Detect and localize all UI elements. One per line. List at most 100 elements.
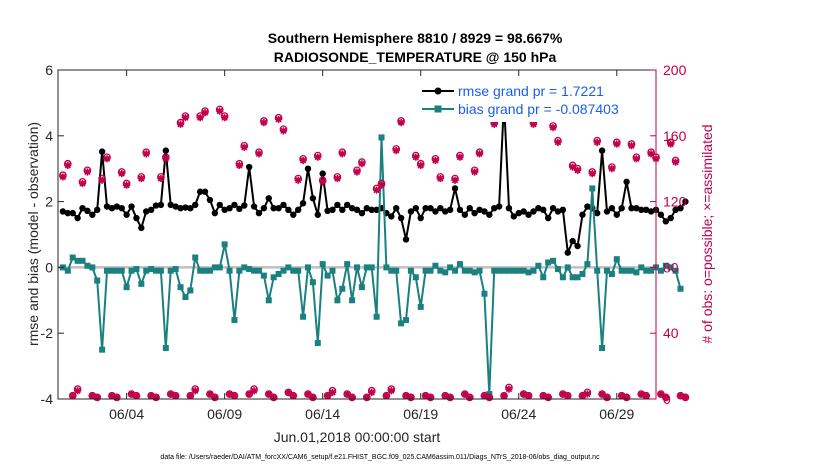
rmse-point [393, 204, 400, 212]
bias-point [594, 267, 601, 274]
obs-assimilated-point [632, 155, 640, 163]
rmse-point [579, 211, 586, 218]
bias-point [251, 267, 258, 274]
y-tick-label: 0 [45, 259, 53, 275]
rmse-point [294, 206, 302, 214]
obs-assimilated-point [265, 390, 273, 398]
rmse-point [623, 178, 630, 186]
y2-tick-label: 120 [663, 194, 687, 210]
bias-point [618, 267, 625, 274]
obs-assimilated-point [260, 119, 268, 127]
bias-point [162, 345, 169, 352]
obs-assimilated-point [431, 156, 440, 165]
rmse-point [569, 237, 576, 245]
obs-assimilated-point [441, 392, 449, 400]
bias-point [309, 279, 316, 286]
x-tick-label: 06/14 [305, 406, 340, 422]
bias-point [187, 287, 194, 294]
obs-assimilated-point [142, 150, 150, 158]
rmse-point [157, 201, 165, 209]
obs-assimilated-point [466, 393, 474, 401]
rmse-point [682, 198, 689, 205]
rmse-point [334, 201, 341, 209]
rmse-point [358, 209, 366, 217]
bias-point [452, 267, 459, 274]
obs-assimilated-point [279, 127, 288, 135]
obs-assimilated-point [88, 392, 96, 400]
obs-assimilated-point [373, 186, 381, 194]
bias-point [270, 274, 277, 281]
obs-assimilated-point [250, 387, 258, 395]
rmse-point [427, 204, 434, 212]
bias-point [363, 264, 370, 271]
obs-assimilated-point [618, 392, 626, 400]
rmse-point [236, 205, 243, 213]
obs-assimilated-point [186, 392, 194, 400]
bias-point [133, 266, 140, 273]
rmse-point [662, 218, 670, 225]
rmse-point [422, 204, 429, 212]
obs-assimilated-point [672, 158, 680, 166]
obs-assimilated-point [554, 138, 562, 146]
obs-assimilated-point [436, 174, 444, 183]
bias-point [74, 257, 81, 264]
rmse-point [476, 206, 483, 214]
obs-assimilated-point [127, 390, 136, 398]
rmse-point [471, 209, 478, 217]
bias-point [393, 267, 400, 274]
bias-point [564, 264, 571, 271]
bias-point [358, 284, 365, 291]
rmse-point [642, 206, 650, 214]
bias-point [481, 290, 488, 297]
rmse-point [491, 204, 498, 212]
obs-assimilated-point [642, 392, 650, 400]
obs-assimilated-point [196, 114, 204, 122]
series-bias [59, 134, 684, 398]
obs-assimilated-point [270, 393, 278, 401]
obs-assimilated-point [544, 393, 552, 401]
bias-point [677, 285, 684, 292]
bias-point [246, 266, 253, 273]
rmse-point [549, 204, 557, 212]
obs-assimilated-point [505, 385, 513, 393]
rmse-point [187, 204, 194, 212]
x-axis-label: Jun.01,2018 00:00:00 start [274, 429, 441, 445]
bias-point [285, 264, 292, 271]
bias-point [496, 267, 503, 274]
rmse-point [432, 208, 439, 215]
obs-assimilated-point [162, 155, 170, 163]
rmse-point [613, 211, 620, 218]
bias-point [672, 267, 679, 274]
rmse-point [319, 170, 326, 177]
bias-point [599, 345, 606, 352]
rmse-point [407, 208, 415, 215]
obs-assimilated-point [461, 390, 469, 398]
obs-assimilated-point [397, 119, 405, 127]
bias-point [221, 241, 228, 248]
rmse-point [584, 203, 591, 210]
obs-assimilated-point [485, 393, 493, 401]
obs-assimilated-point [588, 170, 596, 178]
bias-point [515, 267, 522, 274]
y2-axis-label: # of obs: o=possible; ×=assimilated [699, 124, 715, 343]
obs-assimilated-point [681, 393, 690, 401]
obs-assimilated-point [93, 393, 101, 401]
obs-assimilated-point [377, 181, 386, 189]
obs-assimilated-point [422, 392, 430, 400]
obs-assimilated-point [549, 123, 557, 132]
bias-point [153, 267, 160, 274]
rmse-point [216, 201, 223, 209]
y-tick-label: -2 [41, 325, 54, 341]
rmse-point [255, 209, 263, 217]
bias-point [118, 267, 125, 274]
bias-point [407, 267, 414, 274]
bias-point [211, 264, 218, 271]
rmse-point [574, 242, 581, 250]
rmse-point [368, 206, 375, 214]
obs-assimilated-point [255, 150, 263, 158]
obs-assimilated-point [123, 181, 131, 189]
bias-point [491, 267, 498, 274]
bias-point [403, 317, 410, 324]
obs-assimilated-point [529, 120, 538, 128]
rmse-point [304, 165, 312, 172]
